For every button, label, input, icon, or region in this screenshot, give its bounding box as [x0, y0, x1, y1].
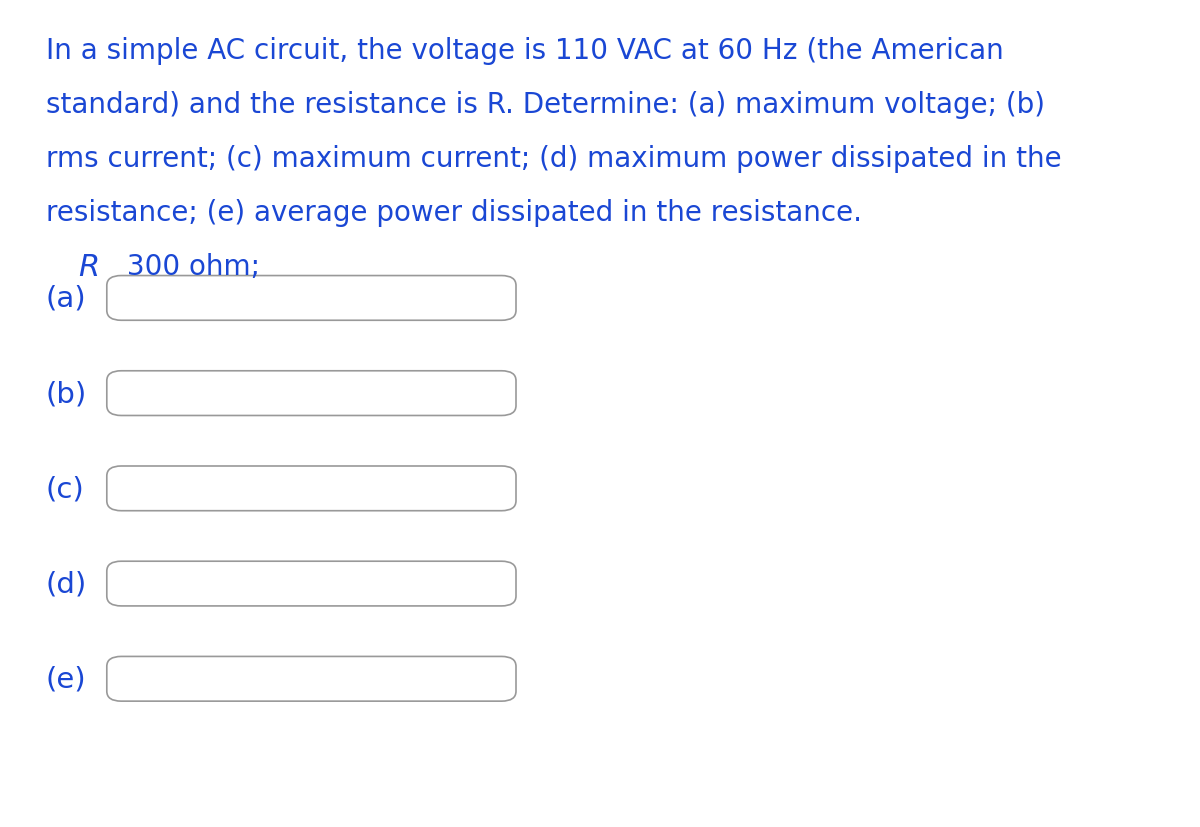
Text: (a): (a)	[46, 284, 86, 313]
FancyBboxPatch shape	[107, 466, 516, 511]
FancyBboxPatch shape	[107, 657, 516, 701]
Text: $\mathit{R}$: $\mathit{R}$	[78, 252, 98, 281]
FancyBboxPatch shape	[107, 562, 516, 606]
Text: standard) and the resistance is R. Determine: (a) maximum voltage; (b): standard) and the resistance is R. Deter…	[46, 91, 1044, 119]
FancyBboxPatch shape	[107, 371, 516, 416]
Text: In a simple AC circuit, the voltage is 110 VAC at 60 Hz (the American: In a simple AC circuit, the voltage is 1…	[46, 37, 1003, 65]
Text: (c): (c)	[46, 475, 84, 503]
Text: (d): (d)	[46, 570, 86, 598]
Text: 300 ohm;: 300 ohm;	[118, 252, 259, 280]
Text: rms current; (c) maximum current; (d) maximum power dissipated in the: rms current; (c) maximum current; (d) ma…	[46, 145, 1061, 173]
Text: resistance; (e) average power dissipated in the resistance.: resistance; (e) average power dissipated…	[46, 198, 862, 227]
Text: (b): (b)	[46, 380, 86, 408]
Text: (e): (e)	[46, 665, 86, 693]
FancyBboxPatch shape	[107, 276, 516, 321]
